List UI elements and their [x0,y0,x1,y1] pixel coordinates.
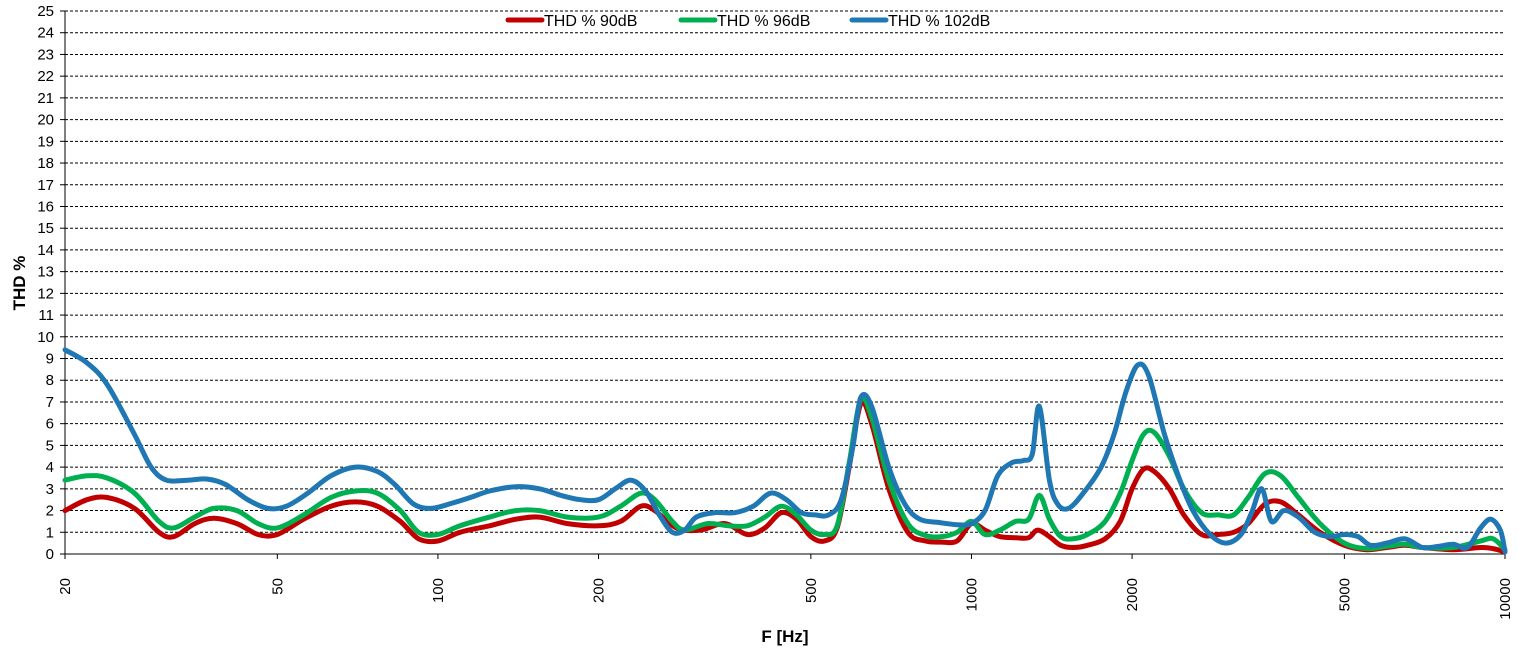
y-tick-label: 23 [37,46,54,63]
y-tick-label: 0 [46,546,54,563]
grid-layer [65,10,1505,533]
x-tick-label: 5000 [1336,578,1353,611]
y-tick-label: 2 [46,503,54,520]
y-tick-label: 18 [37,155,54,172]
y-tick-label: 20 [37,112,54,129]
y-tick-label: 25 [37,3,54,20]
legend-label-3: THD % 102dB [888,13,990,30]
y-tick-label: 12 [37,285,54,302]
y-tick-label: 3 [46,481,54,498]
series-line-2 [62,394,1508,553]
legend-label-1: THD % 90dB [544,13,637,30]
series-layer [62,347,1508,555]
x-tick-label: 20 [57,578,74,595]
y-tick-label: 15 [37,220,54,237]
x-tick-label: 200 [591,578,608,603]
y-tick-label: 4 [46,459,54,476]
y-tick-label: 10 [37,329,54,346]
y-tick-label: 9 [46,351,54,368]
y-tick-label: 14 [37,242,54,259]
y-tick-label: 24 [37,25,54,42]
y-tick-label: 13 [37,264,54,281]
y-axis-title: THD % [10,256,29,311]
y-tick-label: 5 [46,437,54,454]
x-tick-label: 50 [269,578,286,595]
series-line-3 [62,347,1508,555]
y-tick-label: 16 [37,198,54,215]
legend: THD % 90dB THD % 96dB THD % 102dB [505,13,990,30]
y-tick-label: 22 [37,68,54,85]
y-tick-label: 21 [37,90,54,107]
x-axis-title: F [Hz] [761,627,808,646]
x-tick-label: 500 [803,578,820,603]
y-tick-label: 7 [46,394,54,411]
y-tick-label: 19 [37,133,54,150]
y-tick-label: 8 [46,372,54,389]
axis-layer: 0123456789101112131415161718192021222324… [37,3,1514,620]
x-tick-label: 100 [430,578,447,603]
y-tick-label: 11 [38,307,54,324]
x-tick-label: 1000 [963,578,980,611]
legend-label-2: THD % 96dB [717,13,810,30]
y-tick-label: 17 [37,177,54,194]
x-tick-label: 2000 [1124,578,1141,611]
y-tick-label: 1 [46,524,54,541]
x-tick-label: 10000 [1497,578,1514,620]
y-tick-label: 6 [46,416,54,433]
